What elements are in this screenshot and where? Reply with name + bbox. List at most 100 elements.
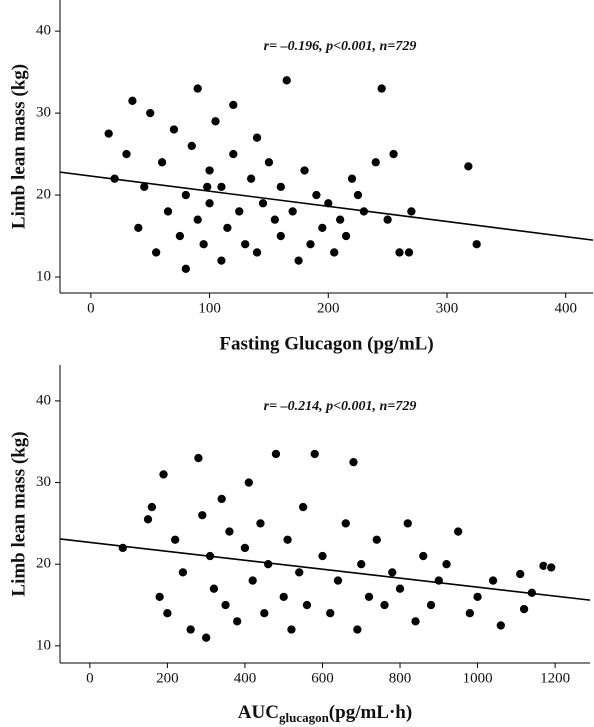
point [329, 247, 340, 258]
point [394, 583, 406, 594]
point [210, 116, 221, 127]
x-tick-label: 100 [198, 300, 221, 316]
point [332, 575, 344, 586]
point [269, 214, 280, 225]
point [335, 214, 346, 225]
point [192, 214, 203, 225]
point [158, 469, 169, 480]
point [263, 157, 274, 168]
point [346, 173, 358, 184]
point [168, 124, 180, 135]
x-axis-label-sub: glucagon [279, 710, 330, 725]
point [278, 591, 289, 602]
point [174, 230, 185, 242]
x-tick-label: 400 [554, 300, 577, 316]
point [145, 108, 156, 119]
point [495, 620, 506, 631]
y-tick-label: 40 [36, 392, 51, 408]
point [275, 230, 286, 242]
point [239, 542, 250, 553]
point [471, 239, 482, 250]
point [352, 624, 363, 635]
point [352, 190, 364, 201]
point [402, 518, 413, 529]
point [257, 198, 269, 209]
point [193, 453, 204, 464]
point [234, 206, 245, 217]
x-tick-label: 1000 [463, 670, 493, 686]
point [204, 198, 215, 209]
point [185, 624, 196, 635]
point [281, 75, 292, 86]
point [309, 448, 320, 460]
point [275, 181, 286, 192]
point [216, 255, 227, 266]
point [410, 616, 421, 627]
trend-line [59, 538, 591, 601]
point [287, 206, 298, 217]
point [127, 95, 138, 106]
point [180, 190, 191, 201]
point [252, 247, 263, 258]
point [270, 448, 282, 460]
point [441, 559, 452, 570]
point [240, 239, 251, 250]
point [370, 157, 381, 168]
point [371, 534, 382, 545]
point [192, 83, 203, 94]
point [317, 222, 328, 233]
point [222, 222, 233, 233]
point [216, 493, 227, 504]
point [246, 173, 257, 184]
point [151, 247, 162, 258]
point [286, 624, 297, 635]
x-axis-label-unit: (pg/mL·h) [329, 702, 412, 723]
x-axis-label: Fasting Glucagon (pg/mL) [219, 333, 433, 354]
point [224, 526, 235, 537]
x-tick-label: 200 [317, 300, 340, 316]
point [259, 608, 270, 619]
x-tick-label: 400 [234, 670, 257, 686]
point [117, 542, 128, 553]
point [197, 510, 208, 521]
point [317, 550, 328, 562]
point [394, 247, 405, 258]
point [228, 99, 239, 110]
trend-line [59, 171, 594, 241]
y-tick-label: 40 [36, 23, 51, 39]
x-tick-label: 0 [86, 670, 94, 686]
point [464, 608, 475, 619]
point [363, 591, 375, 602]
point [356, 559, 367, 570]
point [252, 132, 263, 143]
point [157, 157, 168, 168]
point [220, 599, 231, 611]
point [382, 214, 393, 225]
x-tick-label: 0 [87, 300, 95, 316]
point [294, 567, 305, 578]
point [263, 559, 274, 570]
point [162, 206, 174, 217]
point [247, 575, 258, 586]
point [388, 149, 399, 160]
point [255, 518, 266, 529]
point [204, 165, 215, 176]
x-tick-label: 300 [436, 300, 459, 316]
point [311, 190, 322, 201]
x-tick-label: 800 [389, 670, 412, 686]
x-axis-label: AUCglucagon(pg/mL·h) [238, 702, 412, 725]
point [293, 255, 304, 266]
point [228, 149, 239, 160]
point [406, 206, 417, 217]
point [186, 140, 197, 151]
point [325, 608, 336, 619]
point [418, 550, 429, 562]
point [282, 534, 293, 545]
point [488, 575, 499, 586]
point [208, 583, 219, 594]
point [301, 599, 313, 611]
point [154, 591, 165, 602]
point [376, 83, 387, 94]
point [453, 526, 464, 537]
